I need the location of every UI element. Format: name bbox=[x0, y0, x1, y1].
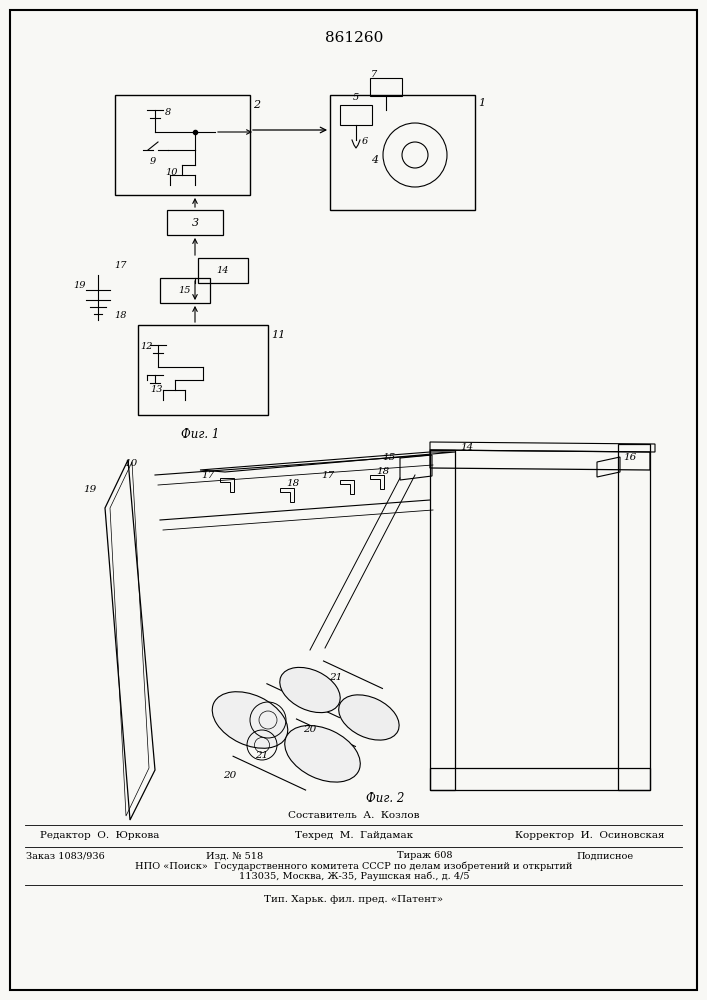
Ellipse shape bbox=[212, 692, 288, 748]
Text: 14: 14 bbox=[217, 266, 229, 275]
Ellipse shape bbox=[285, 726, 361, 782]
Text: 13: 13 bbox=[150, 385, 163, 394]
Text: Тип. Харьк. фил. пред. «Патент»: Тип. Харьк. фил. пред. «Патент» bbox=[264, 896, 443, 904]
Text: 21: 21 bbox=[329, 674, 343, 682]
Text: 17: 17 bbox=[114, 260, 127, 269]
Text: 1: 1 bbox=[478, 98, 485, 108]
Ellipse shape bbox=[339, 695, 399, 740]
Text: 12: 12 bbox=[140, 342, 153, 351]
Bar bbox=[340, 105, 372, 125]
Text: НПО «Поиск»  Государственного комитета СССР по делам изобретений и открытий: НПО «Поиск» Государственного комитета СС… bbox=[135, 861, 573, 871]
Text: Подписное: Подписное bbox=[576, 852, 633, 860]
Text: 861260: 861260 bbox=[325, 31, 383, 45]
Bar bbox=[198, 258, 248, 283]
Text: 21: 21 bbox=[255, 752, 269, 760]
Text: 18: 18 bbox=[114, 310, 127, 320]
Text: 4: 4 bbox=[371, 155, 378, 165]
Text: 16: 16 bbox=[623, 452, 636, 462]
Text: 18: 18 bbox=[286, 480, 299, 488]
Text: 18: 18 bbox=[376, 468, 390, 477]
Text: 113035, Москва, Ж-35, Раушская наб., д. 4/5: 113035, Москва, Ж-35, Раушская наб., д. … bbox=[239, 871, 469, 881]
Bar bbox=[167, 210, 223, 235]
Text: Редактор  О.  Юркова: Редактор О. Юркова bbox=[40, 832, 160, 840]
Text: 17: 17 bbox=[201, 471, 215, 480]
Text: Изд. № 518: Изд. № 518 bbox=[206, 852, 264, 860]
Bar bbox=[370, 78, 402, 96]
Text: 3: 3 bbox=[192, 218, 199, 228]
Text: 2: 2 bbox=[253, 100, 260, 110]
Text: 15: 15 bbox=[382, 454, 396, 462]
Text: 10: 10 bbox=[124, 458, 138, 468]
Text: 6: 6 bbox=[362, 137, 368, 146]
Text: 8: 8 bbox=[165, 108, 171, 117]
Text: Тираж 608: Тираж 608 bbox=[397, 852, 452, 860]
Bar bbox=[138, 325, 268, 415]
Text: 20: 20 bbox=[223, 770, 237, 780]
Text: 19: 19 bbox=[73, 280, 86, 290]
Text: 7: 7 bbox=[371, 70, 378, 79]
Text: 19: 19 bbox=[83, 486, 97, 494]
Text: Корректор  И.  Осиновская: Корректор И. Осиновская bbox=[515, 832, 665, 840]
Bar bbox=[330, 95, 475, 210]
Text: 14: 14 bbox=[460, 444, 473, 452]
Text: 17: 17 bbox=[322, 472, 335, 481]
Text: 9: 9 bbox=[150, 157, 156, 166]
Text: 5: 5 bbox=[353, 93, 359, 102]
Text: 11: 11 bbox=[271, 330, 285, 340]
Text: 20: 20 bbox=[303, 726, 317, 734]
Ellipse shape bbox=[280, 667, 340, 713]
Text: 15: 15 bbox=[179, 286, 192, 295]
Text: Заказ 1083/936: Заказ 1083/936 bbox=[25, 852, 105, 860]
Text: Фиг. 2: Фиг. 2 bbox=[366, 792, 404, 804]
Text: Составитель  А.  Козлов: Составитель А. Козлов bbox=[288, 812, 420, 820]
Bar bbox=[115, 95, 250, 195]
Text: 10: 10 bbox=[165, 168, 177, 177]
Bar bbox=[160, 278, 210, 303]
Text: Техред  М.  Гайдамак: Техред М. Гайдамак bbox=[295, 832, 413, 840]
Text: Фиг. 1: Фиг. 1 bbox=[181, 428, 219, 442]
